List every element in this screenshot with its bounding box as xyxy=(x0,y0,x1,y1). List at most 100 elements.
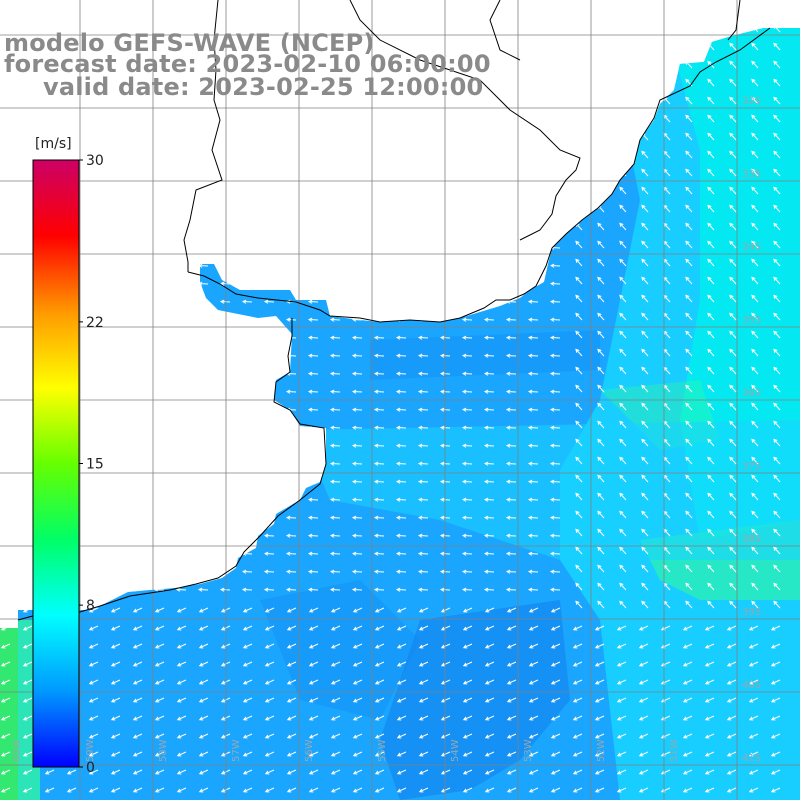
wind-arrow xyxy=(641,601,649,609)
wind-arrow-head xyxy=(22,680,28,685)
wind-arrow-head xyxy=(263,263,269,268)
wind-arrow xyxy=(287,733,297,739)
wind-arrow-head xyxy=(575,438,580,443)
wind-arrow xyxy=(463,787,473,793)
wind-arrow xyxy=(155,787,165,793)
wind-arrow-head xyxy=(484,626,490,631)
wind-arrow xyxy=(617,679,627,685)
wind-arrow-head xyxy=(0,608,6,613)
wind-arrow-head xyxy=(748,644,754,649)
wind-arrow xyxy=(331,769,341,775)
wind-arrow-head xyxy=(109,227,115,232)
wind-arrow-head xyxy=(726,626,732,631)
wind-arrow-head xyxy=(131,299,137,304)
wind-arrow xyxy=(707,421,715,429)
wind-arrow xyxy=(507,607,517,613)
wind-arrow-head xyxy=(197,533,203,538)
wind-arrow xyxy=(619,43,627,51)
lat-label: 40S xyxy=(742,680,761,691)
wind-arrow-head xyxy=(131,389,137,394)
lon-label: 60W xyxy=(12,739,23,762)
wind-arrow-head xyxy=(154,662,160,667)
wind-arrow-head xyxy=(131,587,137,592)
wind-arrow xyxy=(683,733,693,739)
wind-arrow xyxy=(309,661,319,667)
wind-arrow-head xyxy=(109,461,115,466)
wind-arrow-head xyxy=(175,389,181,394)
wind-arrow xyxy=(575,529,583,537)
wind-arrow xyxy=(707,529,715,537)
wind-arrow xyxy=(1,787,11,793)
wind-arrow xyxy=(729,259,737,267)
wind-arrow-head xyxy=(153,317,159,322)
wind-arrow xyxy=(619,601,627,609)
wind-arrow-head xyxy=(87,569,93,574)
wind-arrow-head xyxy=(131,137,137,142)
wind-arrow xyxy=(727,733,737,739)
wind-arrow-head xyxy=(44,788,50,793)
wind-arrow-head xyxy=(0,461,5,466)
wind-arrow-head xyxy=(0,335,5,340)
wind-arrow-head xyxy=(395,335,401,340)
wind-arrow-head xyxy=(729,114,734,119)
wind-arrow-head xyxy=(773,204,778,209)
wind-arrow-head xyxy=(87,299,93,304)
wind-arrow-head xyxy=(549,515,555,520)
wind-arrow xyxy=(507,787,517,793)
wind-arrow xyxy=(397,715,407,721)
wind-arrow-head xyxy=(330,770,336,775)
wind-arrow-head xyxy=(242,752,248,757)
wind-arrow-head xyxy=(528,680,534,685)
wind-arrow-head xyxy=(505,551,511,556)
wind-arrow-head xyxy=(550,788,556,793)
wind-arrow xyxy=(375,697,385,703)
wind-arrow-head xyxy=(219,551,225,556)
wind-arrow-head xyxy=(131,227,137,232)
wind-arrow-head xyxy=(729,528,734,533)
wind-arrow-head xyxy=(527,389,533,394)
wind-arrow-head xyxy=(773,582,778,587)
wind-arrow xyxy=(705,787,715,793)
wind-arrow-head xyxy=(351,137,357,142)
wind-arrow-head xyxy=(285,245,291,250)
wind-arrow-head xyxy=(483,371,489,376)
wind-arrow-head xyxy=(109,479,115,484)
title-model: modelo GEFS-WAVE (NCEP) xyxy=(4,29,375,57)
wind-arrow xyxy=(529,661,539,667)
wind-arrow-head xyxy=(308,626,314,631)
wind-arrow xyxy=(707,205,715,213)
wind-arrow-head xyxy=(197,299,203,304)
wind-arrow-head xyxy=(351,461,357,466)
wind-arrow-head xyxy=(439,29,445,34)
wind-arrow-head xyxy=(285,461,291,466)
wind-arrow xyxy=(353,715,363,721)
wind-arrow-head xyxy=(395,443,401,448)
wind-arrow xyxy=(529,769,539,775)
wind-arrow-head xyxy=(219,209,225,214)
wind-arrow xyxy=(441,769,451,775)
wind-arrow xyxy=(685,439,693,447)
wind-arrow-head xyxy=(550,698,556,703)
wind-arrow-head xyxy=(220,734,226,739)
wind-arrow xyxy=(551,643,561,649)
wind-arrow xyxy=(619,295,627,303)
wind-arrow xyxy=(773,115,781,123)
wind-arrow xyxy=(133,715,143,721)
wind-arrow-head xyxy=(330,680,336,685)
wind-arrow-head xyxy=(153,371,159,376)
wind-arrow-head xyxy=(729,402,734,407)
wind-arrow-head xyxy=(484,680,490,685)
wind-arrow-head xyxy=(285,425,291,430)
wind-arrow xyxy=(773,133,781,141)
wind-arrow-head xyxy=(505,191,511,196)
wind-arrow-head xyxy=(461,263,467,268)
wind-arrow-head xyxy=(638,770,644,775)
wind-arrow-head xyxy=(241,335,247,340)
wind-arrow xyxy=(353,643,363,649)
wind-arrow xyxy=(641,403,649,411)
wind-arrow-head xyxy=(597,150,602,155)
wind-arrow-head xyxy=(373,29,379,34)
wind-arrow xyxy=(663,79,671,87)
wind-arrow-head xyxy=(484,770,490,775)
wind-arrow xyxy=(331,607,341,613)
